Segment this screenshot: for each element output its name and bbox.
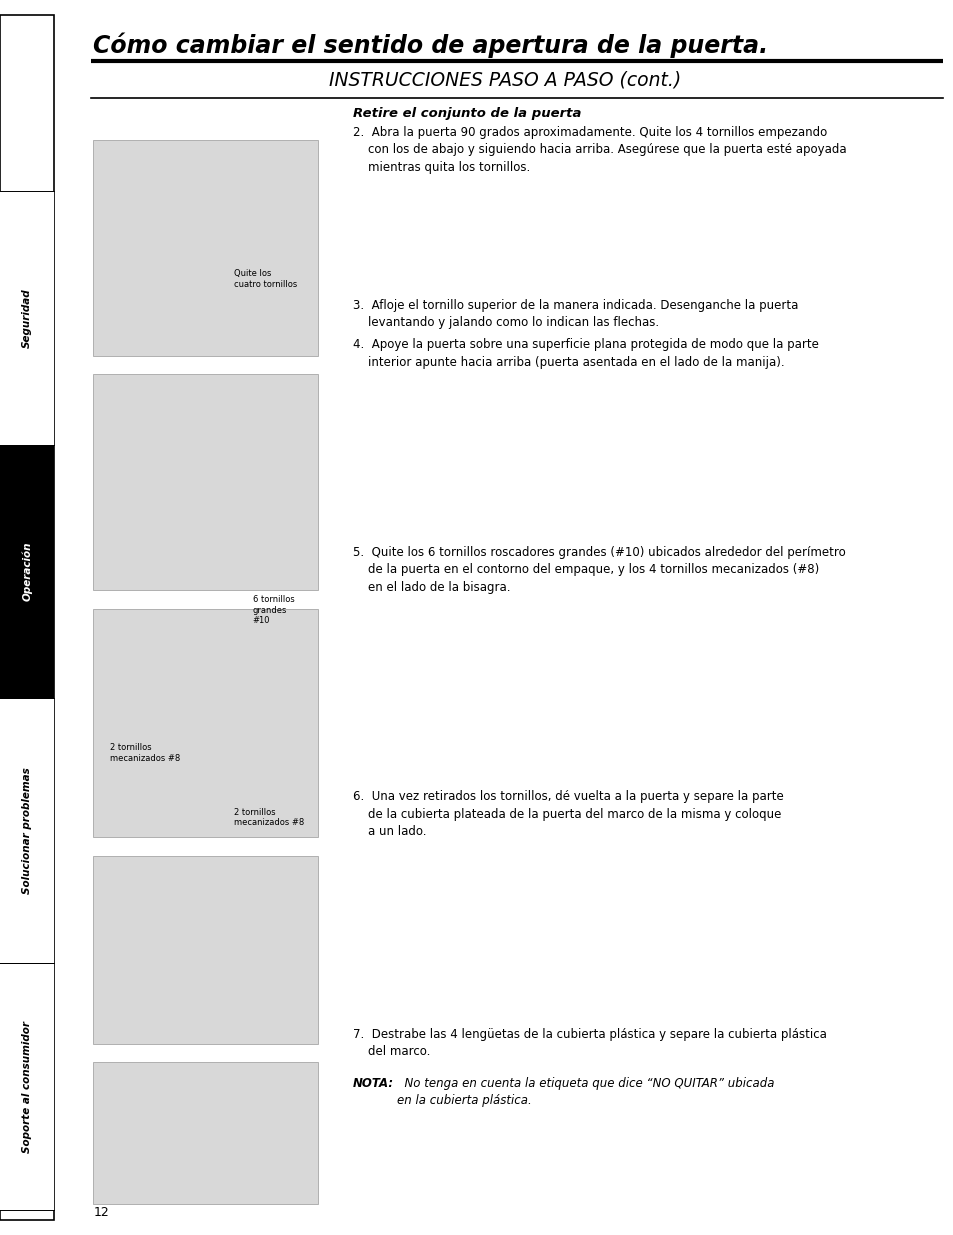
- Text: 2 tornillos
mecanizados #8: 2 tornillos mecanizados #8: [110, 743, 180, 763]
- Text: 6 tornillos
grandes
#10: 6 tornillos grandes #10: [253, 595, 294, 625]
- Bar: [0, 445, 54, 698]
- Bar: [93, 856, 317, 1044]
- Text: Solucionar problemas: Solucionar problemas: [22, 767, 32, 894]
- Text: 2 tornillos
mecanizados #8: 2 tornillos mecanizados #8: [233, 808, 304, 827]
- Text: Quite los
cuatro tornillos: Quite los cuatro tornillos: [233, 269, 296, 289]
- Text: Retire el conjunto de la puerta: Retire el conjunto de la puerta: [353, 107, 581, 120]
- Text: 7.  Destrabe las 4 lengüetas de la cubierta plástica y separe la cubierta plásti: 7. Destrabe las 4 lengüetas de la cubier…: [353, 1028, 826, 1058]
- Bar: [93, 609, 317, 837]
- Bar: [93, 374, 317, 590]
- Text: 12: 12: [93, 1207, 110, 1219]
- Text: 5.  Quite los 6 tornillos roscadores grandes (#10) ubicados alrededor del períme: 5. Quite los 6 tornillos roscadores gran…: [353, 546, 845, 594]
- Text: No tenga en cuenta la etiqueta que dice “NO QUITAR” ubicada
en la cubierta plást: No tenga en cuenta la etiqueta que dice …: [396, 1077, 774, 1108]
- Text: INSTRUCCIONES PASO A PASO (cont.): INSTRUCCIONES PASO A PASO (cont.): [329, 70, 681, 90]
- Text: 3.  Afloje el tornillo superior de la manera indicada. Desenganche la puerta
   : 3. Afloje el tornillo superior de la man…: [353, 299, 798, 330]
- Text: 2.  Abra la puerta 90 grados aproximadamente. Quite los 4 tornillos empezando
  : 2. Abra la puerta 90 grados aproximadame…: [353, 126, 845, 174]
- Text: 4.  Apoye la puerta sobre una superficie plana protegida de modo que la parte
  : 4. Apoye la puerta sobre una superficie …: [353, 338, 818, 369]
- Bar: [0, 15, 54, 1220]
- Bar: [93, 140, 317, 356]
- Text: Seguridad: Seguridad: [22, 288, 32, 348]
- Bar: [0, 698, 54, 963]
- Text: Cómo cambiar el sentido de apertura de la puerta.: Cómo cambiar el sentido de apertura de l…: [93, 33, 768, 58]
- Text: Operación: Operación: [22, 541, 32, 601]
- Bar: [93, 1062, 317, 1204]
- Text: 6.  Una vez retirados los tornillos, dé vuelta a la puerta y separe la parte
   : 6. Una vez retirados los tornillos, dé v…: [353, 790, 783, 839]
- Text: NOTA:: NOTA:: [353, 1077, 394, 1091]
- Bar: [0, 191, 54, 445]
- Text: Soporte al consumidor: Soporte al consumidor: [22, 1021, 32, 1152]
- Bar: [0, 963, 54, 1210]
